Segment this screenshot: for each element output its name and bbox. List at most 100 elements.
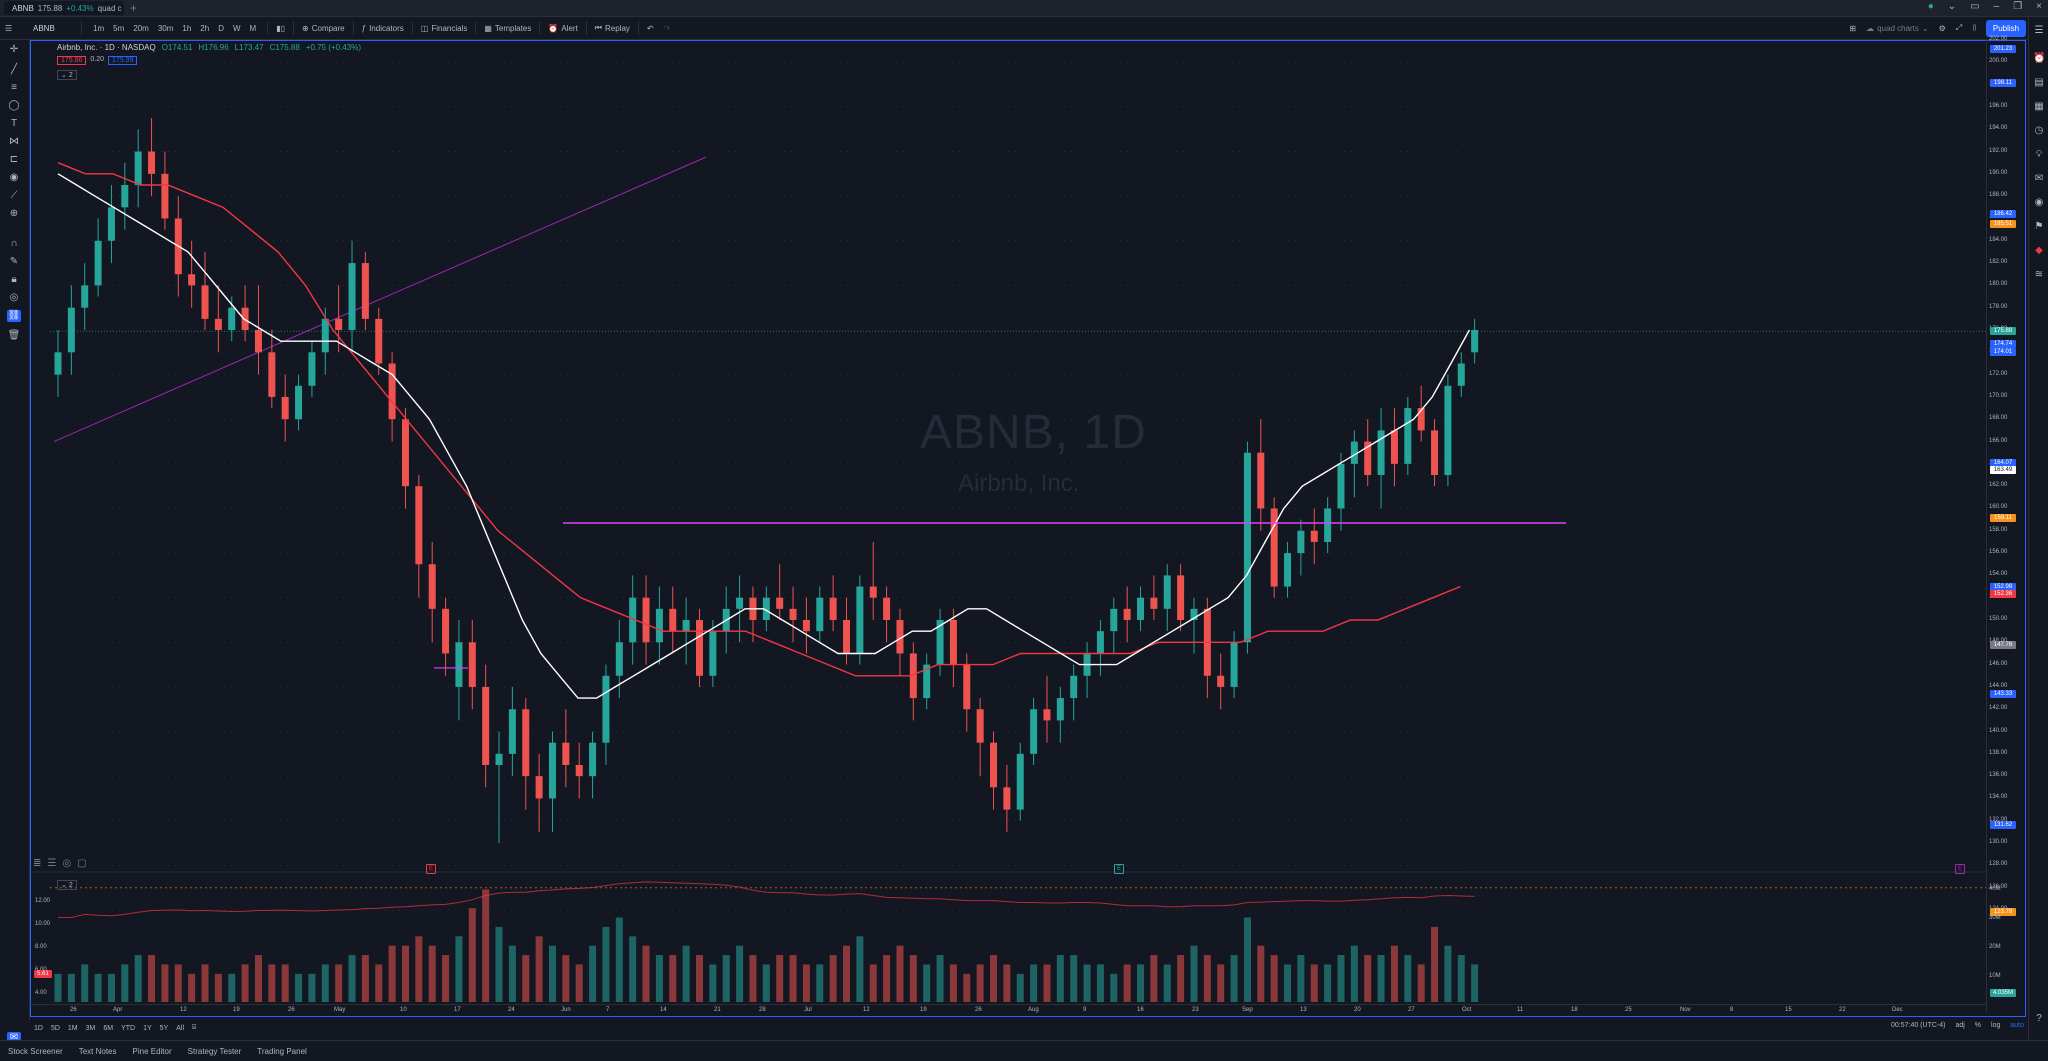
layout-name-button[interactable]: ☁ quad charts ⌄: [1861, 24, 1934, 33]
auto-toggle[interactable]: auto: [2010, 1022, 2024, 1029]
eye-icon[interactable]: ◉: [9, 172, 19, 183]
indicators-button[interactable]: ƒ Indicators: [357, 24, 409, 33]
compare-button[interactable]: ⊕ Compare: [297, 24, 350, 33]
financials-button[interactable]: ◫ Financials: [416, 24, 473, 33]
range-3m[interactable]: 3M: [85, 1024, 96, 1032]
chart-type-icon[interactable]: ▮▯: [276, 23, 286, 33]
price-scale[interactable]: 202.00200.00198.00196.00194.00192.00190.…: [1986, 36, 2027, 1012]
alerts-panel-icon[interactable]: ⏰: [2033, 53, 2046, 64]
range-6m[interactable]: 6M: [103, 1024, 114, 1032]
volume-bar: [1364, 955, 1372, 1002]
list-icon[interactable]: ☰: [47, 858, 57, 869]
settings-icon[interactable]: ⚙: [1938, 23, 1946, 33]
volume-toggle[interactable]: ⌄ 2: [57, 880, 77, 890]
calendar-icon[interactable]: ◷: [2034, 125, 2044, 136]
log-toggle[interactable]: log: [1991, 1022, 2001, 1029]
fib-icon[interactable]: ≡: [11, 82, 17, 93]
range-all[interactable]: All: [176, 1024, 185, 1032]
trash-icon[interactable]: 🗑︎: [7, 330, 21, 341]
price-badge: 147.76: [1990, 640, 2016, 649]
restore-icon[interactable]: ❐: [2013, 1, 2023, 12]
range-1y[interactable]: 1Y: [143, 1024, 152, 1032]
interval-M[interactable]: M: [249, 23, 257, 33]
stay-drawing-icon[interactable]: ✎: [9, 256, 19, 267]
pattern-icon[interactable]: ⋈: [9, 136, 19, 147]
bottom-tab-text-notes[interactable]: Text Notes: [78, 1046, 117, 1056]
frame-icon[interactable]: ▢: [77, 858, 87, 869]
streams-icon[interactable]: ◉: [2034, 197, 2044, 208]
indicators-toggle[interactable]: ⌄ 2: [57, 70, 77, 80]
publish-button[interactable]: Publish: [1986, 20, 2026, 37]
maximize-icon[interactable]: ▭: [1970, 1, 1980, 12]
brush-icon[interactable]: ◯: [8, 100, 20, 111]
interval-2h[interactable]: 2h: [200, 23, 210, 33]
templates-button[interactable]: ▦ Templates: [479, 24, 536, 33]
interval-30m[interactable]: 30m: [157, 23, 174, 33]
camera-icon[interactable]: ⌷: [1972, 23, 1977, 32]
prediction-icon[interactable]: ⊏: [9, 154, 19, 165]
calculator-icon[interactable]: ≋: [2034, 269, 2044, 280]
range-ytd[interactable]: YTD: [121, 1024, 136, 1032]
signals-icon[interactable]: ◆: [2035, 245, 2043, 256]
volume-indicator-count: 2: [68, 882, 73, 889]
range-1m[interactable]: 1M: [67, 1024, 78, 1032]
percent-toggle[interactable]: %: [1974, 1022, 1982, 1029]
lock-icon[interactable]: 🔒︎: [11, 274, 17, 285]
interval-5m[interactable]: 5m: [113, 23, 125, 33]
earnings-marker[interactable]: E: [426, 864, 436, 874]
adj-toggle[interactable]: adj: [1955, 1022, 1965, 1029]
interval-W[interactable]: W: [232, 23, 241, 33]
range-5d[interactable]: 5D: [50, 1024, 60, 1032]
price-chart[interactable]: [30, 40, 1986, 1005]
close-icon[interactable]: ×: [2036, 1, 2042, 12]
alert-button[interactable]: ⏰ Alert: [543, 24, 582, 33]
help-icon[interactable]: ?: [2036, 1013, 2042, 1024]
event-marker[interactable]: E: [1114, 864, 1124, 874]
trend-line-icon[interactable]: ╱: [10, 64, 18, 75]
redo-icon[interactable]: ↷: [663, 23, 671, 33]
new-tab-icon[interactable]: +: [130, 1, 138, 15]
bottom-tab-trading-panel[interactable]: Trading Panel: [257, 1046, 307, 1056]
interval-1m[interactable]: 1m: [93, 23, 105, 33]
date-range-icon[interactable]: ⌸: [192, 1024, 197, 1031]
ruler-icon[interactable]: ⟋: [10, 190, 18, 201]
interval-D[interactable]: D: [218, 23, 224, 33]
eye-icon[interactable]: ◎: [62, 858, 72, 869]
time-axis[interactable]: 26 Apr 12 19 26 May 10 17 24 Jun 7 14 21 28 Jul 12 19 26 A…: [30, 1004, 1986, 1017]
zoom-icon[interactable]: ⊕: [9, 208, 19, 219]
interval-1h[interactable]: 1h: [182, 23, 192, 33]
hide-icon[interactable]: ◎: [9, 292, 19, 303]
bottom-tab-pine-editor[interactable]: Pine Editor: [132, 1046, 172, 1056]
legend-name[interactable]: Airbnb, Inc. · 1D · NASDAQ: [57, 43, 156, 52]
earnings-upcoming-marker[interactable]: E: [1955, 864, 1965, 874]
layers-icon[interactable]: ≣: [33, 858, 42, 869]
interval-20m[interactable]: 20m: [133, 23, 149, 33]
ideas-icon[interactable]: 💡︎: [2035, 149, 2043, 160]
ask-box[interactable]: 175.99: [108, 56, 138, 65]
chats-icon[interactable]: ✉: [2034, 173, 2044, 184]
notifications-icon[interactable]: ⚑: [2034, 221, 2044, 232]
hotlist-icon[interactable]: ▦: [2034, 101, 2044, 112]
data-window-icon[interactable]: ▤: [2034, 77, 2044, 88]
profile-icon[interactable]: ●: [1927, 1, 1934, 12]
minimize-icon[interactable]: –: [1993, 1, 2000, 12]
bottom-tab-strategy-tester[interactable]: Strategy Tester: [187, 1046, 242, 1056]
chart-tab[interactable]: ABNB 175.88 +0.43% quad c ×: [4, 1, 124, 15]
bid-box[interactable]: 175.86: [57, 56, 87, 65]
text-icon[interactable]: T: [10, 118, 18, 129]
replay-button[interactable]: ⏮ Replay: [590, 23, 635, 33]
clock-readout[interactable]: 00:57:40 (UTC-4): [1890, 1022, 1946, 1029]
bottom-tab-stock-screener[interactable]: Stock Screener: [8, 1046, 63, 1056]
range-5y[interactable]: 5Y: [159, 1024, 169, 1032]
sync-drawing-icon[interactable]: ⛓: [7, 310, 21, 322]
fullscreen-icon[interactable]: ⤢: [1955, 23, 1963, 32]
magnet-icon[interactable]: ∩: [10, 238, 18, 249]
layout-select-icon[interactable]: ⊞: [1849, 23, 1857, 33]
symbol-search[interactable]: ABNB: [33, 23, 55, 33]
range-1d[interactable]: 1D: [34, 1024, 43, 1032]
menu-icon[interactable]: ☰: [5, 23, 13, 33]
crosshair-icon[interactable]: ✛: [9, 44, 19, 55]
chevron-down-icon[interactable]: ⌄: [1947, 1, 1957, 12]
watchlist-icon[interactable]: ☰: [2034, 25, 2044, 36]
undo-icon[interactable]: ↶: [646, 23, 654, 33]
